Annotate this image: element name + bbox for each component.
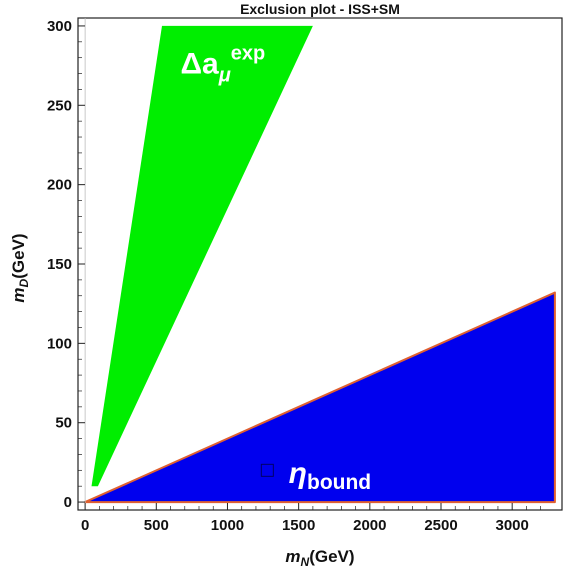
y-tick-label: 250	[47, 97, 72, 114]
x-tick-label: 0	[81, 517, 89, 534]
x-tick-label: 500	[144, 517, 169, 534]
delta-a-mu-exp-region	[91, 25, 313, 487]
x-tick-label: 1500	[282, 517, 315, 534]
x-axis-label: mN(GeV)	[285, 547, 354, 569]
chart-title: Exclusion plot - ISS+SM	[240, 1, 400, 17]
x-axis: 0 500 1000 1500 2000 2500 3000	[81, 503, 541, 534]
eta-bound-region	[84, 291, 556, 504]
y-tick-label: 150	[47, 256, 72, 273]
y-tick-label: 300	[47, 18, 72, 35]
y-tick-label: 50	[55, 415, 72, 432]
y-axis-label: mD(GeV)	[9, 233, 31, 302]
y-axis: 0 50 100 150 200 250 300	[47, 18, 85, 511]
delta-a-mu-exp-label: Δaμexp	[180, 43, 265, 87]
x-tick-label: 1000	[211, 517, 244, 534]
y-tick-label: 200	[47, 177, 72, 194]
eta-bound-label: ηbound	[289, 457, 371, 494]
x-tick-label: 3000	[495, 517, 528, 534]
eta-bound-marker	[260, 463, 274, 477]
y-tick-label: 0	[64, 494, 72, 511]
plot-regions	[84, 25, 556, 504]
y-tick-label: 100	[47, 335, 72, 352]
x-tick-label: 2500	[424, 517, 457, 534]
region-annotations: Δaμexp ηbound	[180, 43, 371, 494]
x-tick-label: 2000	[353, 517, 386, 534]
